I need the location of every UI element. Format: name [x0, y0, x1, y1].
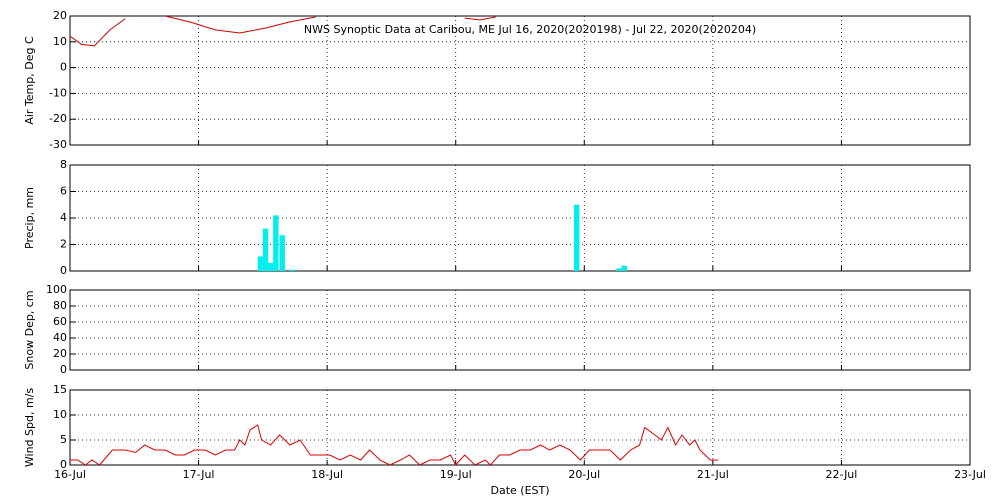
- plot-area: [70, 16, 496, 47]
- bar: [621, 265, 627, 271]
- y-axis-label: Wind Spd, m/s: [23, 388, 36, 468]
- bar: [616, 268, 622, 271]
- panel: 0 20 40 60 80 100 Snow Dep, cm: [23, 283, 971, 376]
- y-tick-label: -10: [49, 86, 67, 99]
- y-tick-label: 100: [46, 283, 67, 296]
- bar: [262, 228, 269, 271]
- y-tick-label: 5: [60, 433, 67, 446]
- x-tick-label: 18-Jul: [311, 468, 343, 481]
- panel: 16-Jul 17-Jul 18-Jul 19-Jul 20-Jul 21-Jul 22-J…: [23, 383, 986, 497]
- x-tick-label: 23-Jul: [954, 468, 986, 481]
- bar: [257, 256, 264, 271]
- plot-frame: [69, 164, 971, 272]
- bar: [268, 263, 274, 271]
- y-tick-label: 0: [60, 61, 67, 74]
- y-tick-label: 15: [53, 383, 67, 396]
- y-axis-label: Air Temp, Deg C: [23, 36, 36, 125]
- y-tick-label: 10: [53, 35, 67, 48]
- y-tick-label: -30: [49, 138, 67, 151]
- y-tick-label: 0: [60, 458, 67, 471]
- plot-frame: [69, 15, 971, 146]
- y-axis-label: Snow Dep, cm: [23, 290, 36, 369]
- x-tick-label: 19-Jul: [440, 468, 472, 481]
- x-tick-label: 21-Jul: [697, 468, 729, 481]
- x-axis-label: Date (EST): [490, 484, 549, 497]
- plot-frame: [69, 389, 971, 466]
- y-tick-label: 0: [60, 363, 67, 376]
- y-tick-label: 0: [60, 264, 67, 277]
- y-tick-label: 60: [53, 315, 67, 328]
- y-axis-label: Precip, mm: [23, 187, 36, 249]
- y-tick-label: 20: [53, 347, 67, 360]
- bar: [289, 269, 296, 271]
- x-tick-label: 17-Jul: [183, 468, 215, 481]
- y-tick-label: 4: [60, 211, 67, 224]
- panel: -30 -20 -10 0 10 20 Air Temp, Deg C NWS Synopti…: [23, 9, 971, 151]
- plot-area: [257, 204, 627, 271]
- data-line: [70, 424, 718, 465]
- x-tick-label: 20-Jul: [568, 468, 600, 481]
- y-tick-label: 6: [60, 185, 67, 198]
- y-tick-label: 10: [53, 408, 67, 421]
- y-tick-label: 20: [53, 9, 67, 22]
- chart-title: NWS Synoptic Data at Caribou, ME Jul 16,…: [304, 23, 756, 36]
- x-tick-label: 22-Jul: [825, 468, 857, 481]
- y-tick-label: 2: [60, 238, 67, 251]
- y-tick-label: -20: [49, 112, 67, 125]
- y-tick-label: 80: [53, 299, 67, 312]
- data-line: [70, 16, 496, 47]
- plot-frame: [69, 289, 971, 371]
- panel: 0 2 4 6 8 Precip, mm: [23, 158, 971, 277]
- plot-area: [70, 424, 718, 465]
- bar: [273, 215, 279, 271]
- bar: [279, 235, 285, 271]
- x-tick-label: 16-Jul: [54, 468, 86, 481]
- y-tick-label: 8: [60, 158, 67, 171]
- y-tick-label: 40: [53, 331, 67, 344]
- bar: [574, 204, 580, 271]
